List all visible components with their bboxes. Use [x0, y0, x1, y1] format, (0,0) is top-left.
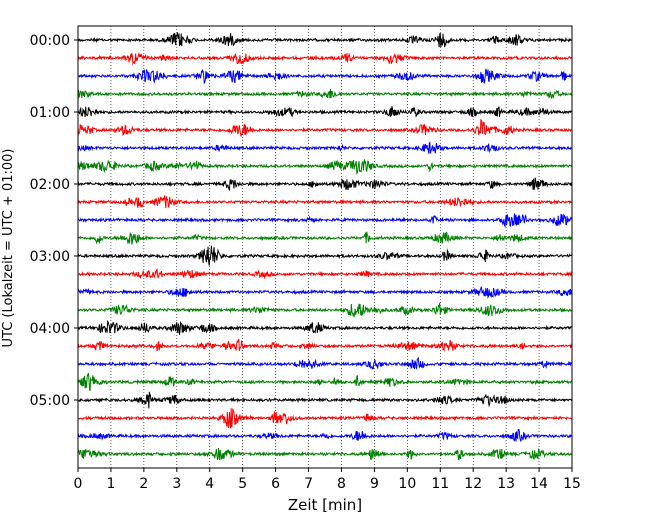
y-axis-label: UTC (Lokalzeit = UTC + 01:00)	[1, 149, 16, 348]
x-tick-label-5: 5	[238, 476, 247, 492]
trace-15	[77, 302, 573, 318]
trace-16	[77, 319, 573, 335]
x-axis-label: Zeit [min]	[288, 496, 362, 514]
trace-8	[77, 177, 573, 191]
y-axis-ticks: 00:00 01:00 02:00 03:00 04:00 05:00	[30, 33, 78, 409]
x-tick-label-13: 13	[497, 476, 515, 492]
x-tick-label-9: 9	[370, 476, 379, 492]
x-tick-label-2: 2	[139, 476, 148, 492]
y-tick-label-2: 02:00	[30, 177, 70, 193]
x-tick-label-10: 10	[398, 476, 416, 492]
trace-19	[77, 372, 573, 392]
trace-18	[77, 356, 573, 371]
trace-22	[77, 428, 573, 442]
y-tick-label-0: 00:00	[30, 33, 70, 49]
x-tick-label-14: 14	[530, 476, 548, 492]
trace-series	[77, 32, 573, 461]
trace-7	[77, 159, 573, 175]
y-tick-label-3: 03:00	[30, 249, 70, 265]
x-tick-label-7: 7	[304, 476, 313, 492]
x-tick-label-1: 1	[106, 476, 115, 492]
trace-4	[77, 106, 573, 118]
trace-20	[77, 391, 573, 409]
x-tick-label-3: 3	[172, 476, 181, 492]
trace-10	[77, 213, 573, 228]
trace-13	[77, 268, 573, 280]
x-tick-label-12: 12	[464, 476, 482, 492]
y-tick-label-4: 04:00	[30, 321, 70, 337]
y-tick-label-5: 05:00	[30, 393, 70, 409]
y-tick-label-1: 01:00	[30, 105, 70, 121]
trace-0	[77, 32, 573, 48]
trace-21	[77, 408, 573, 429]
x-tick-label-6: 6	[271, 476, 280, 492]
trace-3	[77, 89, 573, 100]
x-tick-label-15: 15	[563, 476, 581, 492]
trace-14	[77, 286, 573, 299]
plot-frame	[77, 25, 573, 469]
x-axis-ticks: 0 1 2 3 4 5 6 7 8 9 10 11 12 13 14 15	[74, 468, 581, 492]
trace-2	[77, 68, 573, 85]
trace-12	[77, 245, 573, 266]
trace-6	[77, 141, 573, 154]
trace-9	[77, 195, 572, 209]
trace-17	[77, 338, 573, 352]
x-tick-label-8: 8	[337, 476, 346, 492]
trace-11	[77, 231, 573, 245]
x-tick-label-11: 11	[431, 476, 449, 492]
trace-1	[77, 51, 573, 66]
trace-5	[77, 118, 573, 137]
x-tick-label-4: 4	[205, 476, 214, 492]
x-tick-label-0: 0	[74, 476, 83, 492]
trace-23	[77, 447, 573, 461]
